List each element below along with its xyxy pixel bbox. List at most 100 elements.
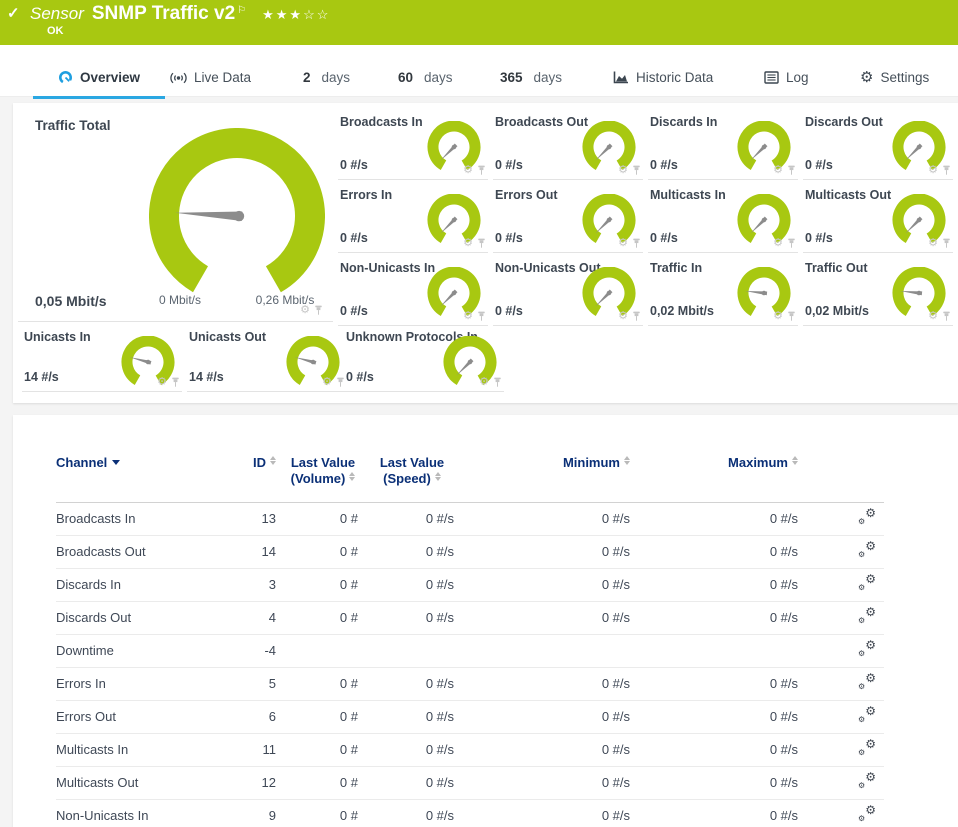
- gauge-tile-multicasts-out[interactable]: Multicasts Out 0 #/s ⚙: [803, 183, 953, 253]
- pin-icon[interactable]: [477, 165, 486, 176]
- gear-icon[interactable]: ⚙: [618, 237, 628, 249]
- gauge-tile-traffic-total[interactable]: Traffic Total 0 Mbit/s 0,26 Mbit/s 0,05 …: [18, 110, 333, 322]
- channel-settings-icon[interactable]: ⚙ ⚙: [858, 737, 876, 757]
- gear-icon[interactable]: ⚙: [463, 237, 473, 249]
- gauge-tile-discards-in[interactable]: Discards In 0 #/s ⚙: [648, 110, 798, 180]
- pin-icon[interactable]: [477, 238, 486, 249]
- gauge-tile-discards-out[interactable]: Discards Out 0 #/s ⚙: [803, 110, 953, 180]
- maximum-cell: 0 #/s: [769, 742, 798, 757]
- gauge-needle: [900, 290, 923, 296]
- overview-gauges-panel: Traffic Total 0 Mbit/s 0,26 Mbit/s 0,05 …: [13, 103, 958, 403]
- pin-icon[interactable]: [942, 165, 951, 176]
- tab-live-data[interactable]: Live Data: [170, 59, 251, 96]
- channel-settings-icon[interactable]: ⚙ ⚙: [858, 671, 876, 691]
- gear-icon[interactable]: ⚙: [300, 304, 310, 316]
- tab-settings[interactable]: ⚙ Settings: [860, 59, 929, 96]
- column-header-channel[interactable]: Channel: [56, 455, 236, 502]
- channel-settings-icon[interactable]: ⚙ ⚙: [858, 605, 876, 625]
- gauge-dial: [582, 194, 636, 246]
- column-header-minimum[interactable]: Minimum: [460, 455, 636, 502]
- gear-icon[interactable]: ⚙: [773, 237, 783, 249]
- tab-label: Settings: [880, 70, 930, 85]
- volume-cell: 0 #: [339, 808, 358, 823]
- gauge-tile-errors-in[interactable]: Errors In 0 #/s ⚙: [338, 183, 488, 253]
- tab-log[interactable]: Log: [764, 59, 809, 96]
- gauge-needle: [905, 216, 923, 234]
- channel-settings-icon[interactable]: ⚙ ⚙: [858, 803, 876, 823]
- gear-icon[interactable]: ⚙: [157, 376, 167, 388]
- channel-settings-icon[interactable]: ⚙ ⚙: [858, 770, 876, 790]
- tab-historic-data[interactable]: Historic Data: [613, 59, 713, 96]
- gauge-tile-traffic-out[interactable]: Traffic Out 0,02 Mbit/s ⚙: [803, 256, 953, 326]
- channel-settings-icon[interactable]: ⚙ ⚙: [858, 539, 876, 559]
- gauge-title: Unicasts In: [24, 330, 91, 344]
- pin-icon[interactable]: [493, 377, 502, 388]
- flag-icon[interactable]: ⚐: [237, 5, 247, 16]
- pin-icon[interactable]: [632, 311, 641, 322]
- gauge-tile-errors-out[interactable]: Errors Out 0 #/s ⚙: [493, 183, 643, 253]
- table-row-discards-in: Discards In 3 0 # 0 #/s 0 #/s 0 #/s ⚙ ⚙: [56, 568, 884, 601]
- pin-icon[interactable]: [314, 305, 323, 316]
- column-header-id[interactable]: ID: [236, 455, 282, 502]
- gear-icon[interactable]: ⚙: [479, 376, 489, 388]
- gauge-needle: [175, 210, 245, 222]
- gear-icon[interactable]: ⚙: [928, 164, 938, 176]
- gauge-tile-unicasts-out[interactable]: Unicasts Out 14 #/s ⚙: [187, 325, 347, 392]
- pin-icon[interactable]: [632, 165, 641, 176]
- gauge-tile-broadcasts-out[interactable]: Broadcasts Out 0 #/s ⚙: [493, 110, 643, 180]
- minimum-cell: 0 #/s: [601, 544, 630, 559]
- gauge-needle: [456, 358, 474, 376]
- pin-icon[interactable]: [477, 311, 486, 322]
- gear-icon[interactable]: ⚙: [322, 376, 332, 388]
- tab-label: Overview: [79, 70, 141, 85]
- pin-icon[interactable]: [787, 165, 796, 176]
- pin-icon[interactable]: [632, 238, 641, 249]
- gauge-tile-traffic-in[interactable]: Traffic In 0,02 Mbit/s ⚙: [648, 256, 798, 326]
- id-cell: 12: [261, 775, 276, 790]
- column-header-last-value-speed[interactable]: Last Value (Speed): [379, 455, 445, 487]
- star-rating[interactable]: ★★★☆☆: [262, 7, 331, 22]
- gear-icon[interactable]: ⚙: [618, 310, 628, 322]
- volume-cell: 0 #: [339, 544, 358, 559]
- tab-label: 60: [398, 70, 414, 85]
- pin-icon[interactable]: [787, 311, 796, 322]
- tab-overview[interactable]: Overview: [33, 59, 165, 99]
- gear-icon[interactable]: ⚙: [463, 310, 473, 322]
- gauge-tile-unknown-protocols-in[interactable]: Unknown Protocols In 0 #/s ⚙: [344, 325, 504, 392]
- tab-label: 2: [303, 70, 311, 85]
- channel-settings-icon[interactable]: ⚙ ⚙: [858, 572, 876, 592]
- channel-settings-icon[interactable]: ⚙ ⚙: [858, 506, 876, 526]
- pin-icon[interactable]: [336, 377, 345, 388]
- gauge-value: 0 #/s: [495, 231, 523, 245]
- pin-icon[interactable]: [171, 377, 180, 388]
- gear-icon[interactable]: ⚙: [928, 237, 938, 249]
- speed-cell: 0 #/s: [425, 775, 454, 790]
- gauge-value: 0,02 Mbit/s: [805, 304, 869, 318]
- gear-icon[interactable]: ⚙: [773, 164, 783, 176]
- volume-cell: 0 #: [339, 742, 358, 757]
- gauge-value: 0 #/s: [340, 158, 368, 172]
- gauge-tile-broadcasts-in[interactable]: Broadcasts In 0 #/s ⚙: [338, 110, 488, 180]
- gear-icon[interactable]: ⚙: [928, 310, 938, 322]
- gauge-tile-non-unicasts-in[interactable]: Non-Unicasts In 0 #/s ⚙: [338, 256, 488, 326]
- channel-settings-icon[interactable]: ⚙ ⚙: [858, 638, 876, 658]
- gauge-tile-non-unicasts-out[interactable]: Non-Unicasts Out 0 #/s ⚙: [493, 256, 643, 326]
- maximum-cell: 0 #/s: [769, 775, 798, 790]
- channel-table-panel: Channel ID Last Value (Volume) Last Valu…: [13, 415, 958, 827]
- gauge-tile-unicasts-in[interactable]: Unicasts In 14 #/s ⚙: [22, 325, 182, 392]
- gauge-tile-multicasts-in[interactable]: Multicasts In 0 #/s ⚙: [648, 183, 798, 253]
- tab-2-days[interactable]: 2 days: [303, 59, 350, 96]
- maximum-cell: 0 #/s: [769, 808, 798, 823]
- tab-60-days[interactable]: 60 days: [398, 59, 453, 96]
- pin-icon[interactable]: [787, 238, 796, 249]
- gear-icon[interactable]: ⚙: [463, 164, 473, 176]
- gear-icon[interactable]: ⚙: [618, 164, 628, 176]
- pin-icon[interactable]: [942, 311, 951, 322]
- channel-name-cell: Broadcasts Out: [56, 544, 146, 559]
- tab-365-days[interactable]: 365 days: [500, 59, 562, 96]
- pin-icon[interactable]: [942, 238, 951, 249]
- column-header-maximum[interactable]: Maximum: [636, 455, 804, 502]
- gear-icon[interactable]: ⚙: [773, 310, 783, 322]
- channel-settings-icon[interactable]: ⚙ ⚙: [858, 704, 876, 724]
- column-header-last-value-volume[interactable]: Last Value (Volume): [290, 455, 356, 487]
